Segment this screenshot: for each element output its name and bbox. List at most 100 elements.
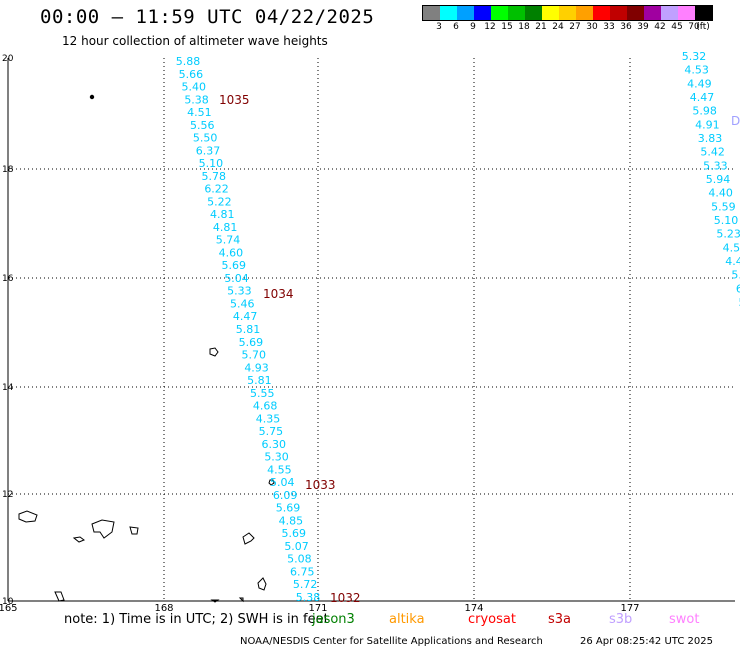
wave-height-value: 6.30 xyxy=(261,438,286,451)
wave-height-value: 5.74 xyxy=(216,234,241,247)
lat-tick-label: 14 xyxy=(2,383,14,393)
map-title: 00:00 — 11:59 UTC 04/22/2025 xyxy=(40,6,375,28)
wave-height-value: 4.81 xyxy=(213,221,238,234)
satellite-jason3: jason3 xyxy=(312,612,355,627)
legend-label: 70 xyxy=(688,22,700,32)
wave-height-value: 5.33 xyxy=(703,159,728,172)
wave-height-value: 4.93 xyxy=(244,361,269,374)
wave-height-value: 4.55 xyxy=(267,463,292,476)
pass-time-label: 1035 xyxy=(219,93,250,107)
wave-height-value: 5.69 xyxy=(221,259,246,272)
track-main: 5.885.665.405.384.515.565.506.375.105.78… xyxy=(176,55,321,604)
island xyxy=(257,577,267,591)
wave-height-value: 4.35 xyxy=(256,412,281,425)
legend-swatch xyxy=(559,6,576,20)
lat-tick-label: 20 xyxy=(2,54,14,64)
wave-height-value: 5.94 xyxy=(706,173,731,186)
legend-label: 24 xyxy=(552,22,564,32)
wave-height-value: 4.47 xyxy=(690,91,715,104)
lon-tick-label: 174 xyxy=(464,603,483,614)
wave-height-value: 5.04 xyxy=(270,476,295,489)
legend-labels: 3 6 9 12 15 18 21 24 27 30 33 36 39 42 45 70 (ft) xyxy=(422,21,713,33)
legend-label: 39 xyxy=(637,22,649,32)
lat-tick-label: 18 xyxy=(2,165,14,175)
wave-height-value: 5.98 xyxy=(692,105,717,118)
legend-swatch xyxy=(661,6,678,20)
wave-height-value: 5.88 xyxy=(176,55,201,68)
wave-height-value: 6.75 xyxy=(290,565,315,578)
pass-time-label: 1033 xyxy=(305,478,336,492)
pass-time-labels: 1035 1034 1033 1032 xyxy=(219,93,361,605)
wave-height-value: 5.69 xyxy=(281,527,306,540)
legend-swatch xyxy=(423,6,440,20)
legend-label: 6 xyxy=(453,22,459,32)
wave-height-value: 6 xyxy=(736,282,740,295)
lat-tick-label: 16 xyxy=(2,274,14,284)
wave-height-value: 4.85 xyxy=(279,514,304,527)
wave-height-value: 5.46 xyxy=(230,297,255,310)
wave-height-value: 5.69 xyxy=(276,502,301,515)
legend-swatch xyxy=(508,6,525,20)
legend-swatch xyxy=(576,6,593,20)
satellite-swot: swot xyxy=(669,612,700,627)
lon-tick-label: 168 xyxy=(154,603,173,614)
wave-height-value: 4.49 xyxy=(687,77,712,90)
wave-height-value: 4.4 xyxy=(725,255,740,268)
wave-height-legend: 3 6 9 12 15 18 21 24 27 30 33 36 39 42 45 70 (ft) xyxy=(422,5,713,33)
legend-label: 30 xyxy=(586,22,598,32)
wave-height-value: 3.83 xyxy=(698,132,723,145)
island xyxy=(18,510,38,523)
legend-swatches xyxy=(422,5,713,21)
island xyxy=(242,532,255,545)
satellite-altika: altika xyxy=(389,612,425,627)
wave-height-value: 5.78 xyxy=(201,170,226,183)
lat-tick-label: 12 xyxy=(2,490,13,500)
island xyxy=(238,597,244,603)
island xyxy=(54,591,65,602)
legend-swatch xyxy=(627,6,644,20)
legend-swatch xyxy=(695,6,712,20)
wave-height-value: 5.72 xyxy=(293,578,318,591)
pass-time-label: 1032 xyxy=(330,591,361,605)
legend-swatch xyxy=(644,6,661,20)
wave-height-value: 5.07 xyxy=(284,540,309,553)
legend-label: 45 xyxy=(671,22,683,32)
island xyxy=(89,94,95,100)
wave-height-value: 6.09 xyxy=(273,489,298,502)
island xyxy=(268,479,275,486)
legend-swatch xyxy=(525,6,542,20)
legend-swatch xyxy=(457,6,474,20)
wave-height-value: 4.51 xyxy=(187,106,212,119)
wave-height-value: 5. xyxy=(731,269,740,282)
satellite-cryosat: cryosat xyxy=(468,612,516,627)
legend-label: 21 xyxy=(535,22,547,32)
legend-label: 9 xyxy=(470,22,476,32)
wave-height-value: 5.23 xyxy=(716,228,740,241)
legend-label: 3 xyxy=(436,22,442,32)
legend-label: 27 xyxy=(569,22,581,32)
wave-height-value: 5.10 xyxy=(199,157,224,170)
wave-height-value: 4.5 xyxy=(723,241,740,254)
island xyxy=(129,526,139,535)
wave-height-value: 5.59 xyxy=(711,200,736,213)
satellite-s3b: s3b xyxy=(609,612,633,627)
wave-height-value: 4.40 xyxy=(708,187,733,200)
wave-height-value: 5 xyxy=(739,296,740,309)
wave-height-value: 6.22 xyxy=(204,183,229,196)
wave-height-value: 5.32 xyxy=(682,50,707,63)
wave-height-value: 4.53 xyxy=(684,64,709,77)
legend-label: 15 xyxy=(501,22,513,32)
wave-height-value: 4.81 xyxy=(210,208,235,221)
island xyxy=(209,347,219,357)
wave-height-value: 5.40 xyxy=(181,81,206,94)
legend-label: 42 xyxy=(654,22,666,32)
legend-swatch xyxy=(678,6,695,20)
wave-height-value: 5.75 xyxy=(259,425,284,438)
legend-swatch xyxy=(440,6,457,20)
legend-swatch xyxy=(542,6,559,20)
legend-label: 12 xyxy=(484,22,496,32)
wave-height-value: 5.66 xyxy=(179,68,204,81)
credit-line: NOAA/NESDIS Center for Satellite Applica… xyxy=(240,636,543,647)
wave-height-value: 5.33 xyxy=(227,285,252,298)
